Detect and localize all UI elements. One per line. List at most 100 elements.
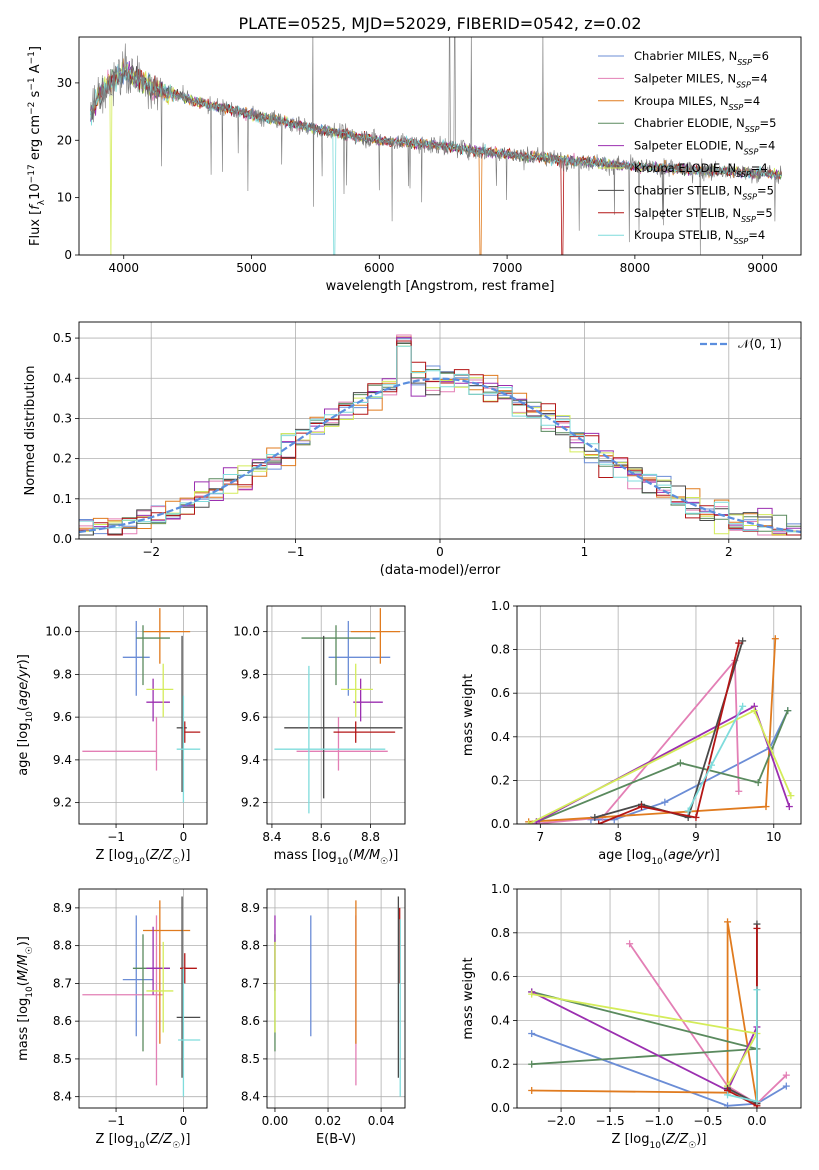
axes-frame	[266, 605, 406, 825]
y-tick-label: 8.7	[241, 976, 260, 990]
panel-mass-vs-ebv: 0.00 0.02 0.04 8.4 8.5 8.6 8.7 8.8 8.9 E(B-V)	[241, 888, 406, 1147]
x-axis-label: Z [log10(Z/Z☉)]	[96, 1132, 191, 1151]
y-tick-label: 8.9	[241, 901, 260, 915]
series-kroupa-miles	[528, 918, 761, 1108]
legend-entry: Kroupa ELODIE, NSSP=4	[634, 161, 768, 179]
plot-area	[90, 37, 782, 255]
data-marker	[692, 813, 700, 821]
x-tick-label: 1	[581, 545, 589, 559]
x-tick-label: 2	[725, 545, 733, 559]
y-axis-label: mass [log10(M/M☉)]	[16, 936, 35, 1061]
y-tick-label: 9.8	[241, 667, 260, 681]
data-marker	[595, 820, 603, 824]
x-axis-label: E(B-V)	[316, 1132, 356, 1147]
y-tick-label: 0.2	[53, 452, 72, 466]
series-kroupa-stelib	[724, 986, 761, 1105]
y-axis-label: age [log10(age/yr)]	[16, 654, 35, 776]
series-line	[531, 921, 758, 1104]
y-tick-label: 8.9	[53, 901, 72, 915]
y-tick-label: 9.6	[53, 710, 72, 724]
axes-frame	[78, 605, 208, 825]
axes-frame	[78, 888, 208, 1109]
data-marker	[684, 807, 692, 815]
data-marker	[724, 918, 732, 926]
data-point-kroupa-stelib	[274, 665, 386, 814]
plot-area	[82, 896, 201, 1097]
data-point-salpeter-miles	[82, 915, 164, 1086]
panel-age-vs-metallicity: −1 0 9.2 9.4 9.6 9.8 10.0 Z [log10(Z/Z☉)] age [l…	[16, 605, 208, 867]
y-tick-label: 0.2	[491, 773, 510, 787]
data-marker	[708, 761, 716, 769]
axes-frame	[78, 321, 802, 540]
y-tick-label: 9.8	[53, 667, 72, 681]
legend-entry: 𝒩(0, 1)	[738, 337, 782, 351]
legend-entry: Salpeter MILES, NSSP=4	[634, 71, 768, 89]
x-tick-label: −2	[142, 545, 160, 559]
data-marker	[735, 639, 743, 647]
legend-entry: Kroupa MILES, NSSP=4	[634, 94, 760, 112]
series-line	[531, 1032, 787, 1107]
y-tick-label: 9.6	[241, 710, 260, 724]
plot-area	[79, 334, 801, 536]
panel-residuals: −2 −1 0 1 2 0.0 0.1 0.2 0.3 0.4 0.5 𝒩(0, 1) (data-mo…	[23, 321, 802, 578]
series-line	[536, 705, 791, 823]
y-tick-label: 8.5	[53, 1052, 72, 1066]
residual-histogram	[79, 345, 801, 533]
x-tick-label: 0.0	[747, 1114, 766, 1128]
x-tick-label: 8.4	[262, 830, 281, 844]
x-tick-label: 5000	[236, 261, 267, 275]
y-tick-label: 8.7	[53, 976, 72, 990]
data-point-chabrier-elodie	[301, 625, 376, 686]
data-point-kroupa-stelib	[176, 695, 201, 803]
data-marker	[528, 1060, 536, 1068]
x-tick-label: 7000	[492, 261, 523, 275]
series-line	[628, 943, 787, 1105]
x-tick-label: −1	[287, 545, 305, 559]
x-tick-label: 0	[180, 830, 188, 844]
y-axis-label: Normed distribution	[23, 366, 38, 496]
plot-area	[525, 635, 795, 824]
y-tick-label: 0.2	[491, 1057, 510, 1071]
panel-age-vs-mass: 8.4 8.6 8.8 9.2 9.4 9.6 9.8 10.0 mass [log10(M/M…	[233, 605, 406, 867]
y-tick-label: 8.8	[53, 939, 72, 953]
y-tick-label: 20	[57, 133, 72, 147]
data-marker	[739, 637, 747, 645]
data-marker	[782, 1082, 790, 1090]
data-marker	[591, 813, 599, 821]
data-marker	[753, 986, 761, 994]
data-point-chabrier-stelib	[284, 635, 403, 799]
data-marker	[784, 707, 792, 715]
x-axis-label: age [log10(age/yr)]	[598, 848, 720, 867]
y-tick-label: 8.6	[241, 1014, 260, 1028]
x-tick-label: 0	[180, 1114, 188, 1128]
data-point-salpeter-stelib	[183, 721, 201, 743]
series-line	[687, 705, 744, 812]
y-tick-label: 8.4	[53, 1090, 72, 1104]
x-axis-label: Z [log10(Z/Z☉)]	[612, 1132, 707, 1151]
x-tick-label: 0.04	[368, 1114, 395, 1128]
y-tick-label: 8.6	[53, 1014, 72, 1028]
legend-entry: Chabrier MILES, NSSP=6	[634, 49, 769, 67]
y-tick-label: 1.0	[491, 882, 510, 896]
y-tick-label: 30	[57, 76, 72, 90]
plot-area	[82, 608, 201, 803]
series-salpeter-stelib	[595, 639, 743, 824]
data-marker	[724, 1102, 732, 1108]
axes-frame	[516, 888, 802, 1109]
x-tick-label: 6000	[364, 261, 395, 275]
series-kroupa-elodie	[525, 707, 795, 824]
y-tick-label: 0.3	[53, 411, 72, 425]
y-tick-label: 10.0	[45, 625, 72, 639]
x-tick-label: −2.0	[546, 1114, 575, 1128]
y-tick-label: 0	[64, 248, 72, 262]
x-tick-label: 8.6	[312, 830, 331, 844]
legend-entry: Salpeter STELIB, NSSP=5	[634, 206, 773, 224]
data-point-chabrier-elodie	[132, 934, 170, 1052]
axes-frame	[78, 36, 802, 256]
x-axis-label: wavelength [Angstrom, rest frame]	[326, 279, 555, 294]
grid	[267, 889, 405, 1108]
data-point-salpeter-miles	[296, 717, 388, 771]
data-marker	[735, 787, 743, 795]
data-point-chabrier-stelib	[176, 896, 201, 1078]
data-marker	[750, 707, 758, 715]
